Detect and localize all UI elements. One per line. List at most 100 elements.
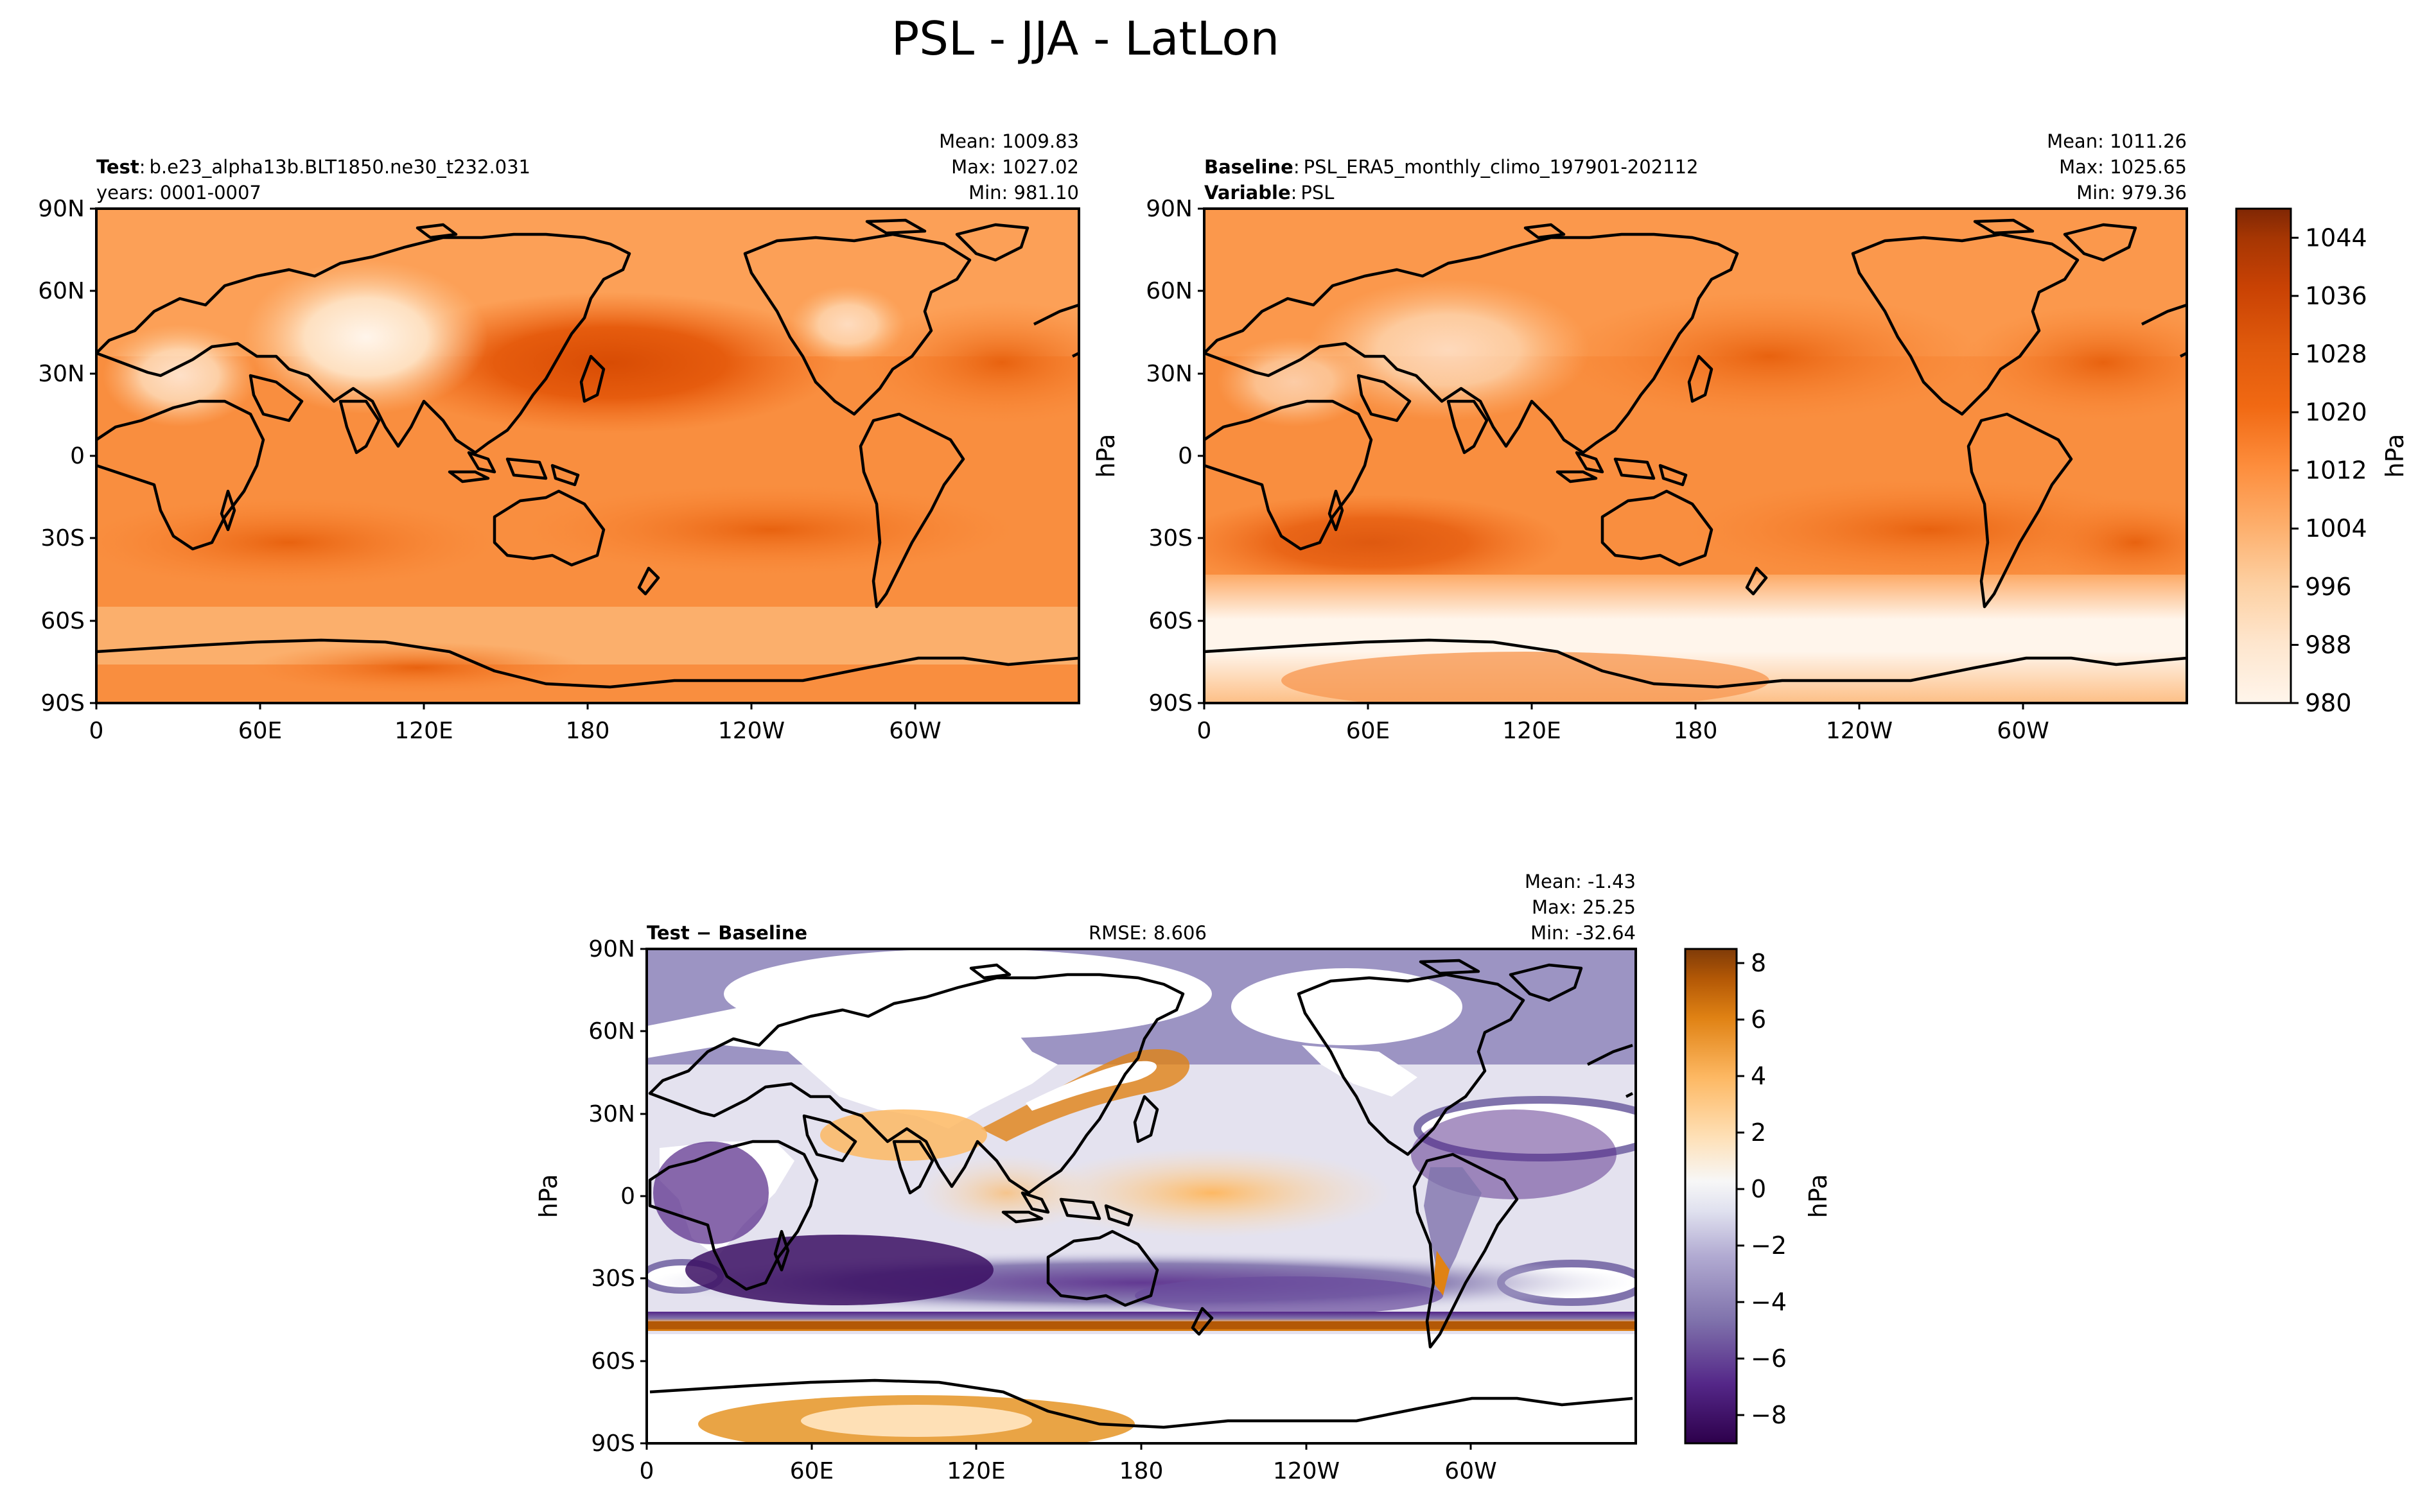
test-y-tick-label: 90S xyxy=(40,690,85,717)
baseline-case-label: Baseline: PSL_ERA5_monthly_climo_197901-2… xyxy=(1204,156,1699,178)
difference-map-field xyxy=(647,949,1636,1443)
baseline-y-tick-label: 60S xyxy=(1148,608,1193,634)
colorbar-tick-label: 1020 xyxy=(2305,398,2367,426)
test-mean-stat: Mean: 1009.83 xyxy=(939,130,1079,152)
baseline-max-stat: Max: 1025.65 xyxy=(2059,156,2187,178)
difference-x-tick-label: 60E xyxy=(790,1458,834,1484)
baseline-variable-bold: Variable xyxy=(1204,182,1291,204)
psl-colorbar-label: hPa xyxy=(2381,434,2409,478)
colorbar-tick-label: −6 xyxy=(1751,1344,1787,1373)
difference-y-axis: 90N 60N 30N 0 30S 60S 90S hPa xyxy=(534,936,647,1457)
test-north-pacific-high xyxy=(379,292,841,433)
test-x-axis: 0 60E 120E 180 120W 60W xyxy=(89,703,942,744)
colorbar-tick-label: 1036 xyxy=(2305,282,2367,310)
baseline-label-bold: Baseline xyxy=(1204,156,1293,178)
colorbar-tick-label: −2 xyxy=(1751,1231,1787,1260)
colorbar-tick-label: 2 xyxy=(1751,1118,1766,1147)
colorbar-tick-label: −4 xyxy=(1751,1288,1787,1316)
difference-label: Test − Baseline xyxy=(647,922,807,944)
colorbar-tick-label: −8 xyxy=(1751,1401,1787,1429)
baseline-x-tick-label: 120E xyxy=(1502,718,1561,744)
test-south-pacific-high xyxy=(527,485,1015,575)
test-label-value: b.e23_alpha13b.BLT1850.ne30_t232.031 xyxy=(150,156,531,178)
difference-colorbar-label: hPa xyxy=(1804,1174,1832,1219)
difference-x-axis: 0 60E 120E 180 120W 60W xyxy=(640,1443,1497,1484)
diff-tropical-pacific-positive xyxy=(1032,1148,1392,1238)
difference-colorbar: 8 6 4 2 0 −2 −4 −6 −8 hPa xyxy=(1684,948,1832,1445)
baseline-x-tick-label: 180 xyxy=(1674,718,1718,744)
difference-y-tick-label: 0 xyxy=(620,1183,635,1210)
colorbar-tick-label: 0 xyxy=(1751,1175,1766,1203)
difference-colorbar-ramp xyxy=(1684,948,1738,1445)
test-y-tick-label: 0 xyxy=(70,443,85,469)
difference-x-tick-label: 0 xyxy=(640,1458,654,1484)
test-panel: 90N 60N 30N 0 30S 60S 90S 0 60E 120E 180… xyxy=(38,130,1080,744)
baseline-label-value: PSL_ERA5_monthly_climo_197901-202112 xyxy=(1304,156,1699,178)
difference-y-tick-label: 60N xyxy=(588,1018,635,1045)
colorbar-tick-label: 980 xyxy=(2305,689,2352,717)
difference-x-tick-label: 120W xyxy=(1273,1458,1340,1484)
colorbar-tick-label: 1012 xyxy=(2305,456,2367,485)
difference-mean-stat: Mean: -1.43 xyxy=(1525,871,1636,892)
baseline-x-tick-label: 120W xyxy=(1826,718,1893,744)
difference-y-tick-label: 30N xyxy=(588,1101,635,1127)
baseline-y-axis: 90N 60N 30N 0 30S 60S 90S hPa xyxy=(1092,196,1204,717)
baseline-label-sep: : xyxy=(1293,156,1300,178)
baseline-variable-label: Variable: PSL xyxy=(1204,182,1334,204)
baseline-y-tick-label: 0 xyxy=(1178,443,1193,469)
test-label-bold: Test xyxy=(96,156,139,178)
baseline-y-tick-label: 30S xyxy=(1148,525,1193,552)
colorbar-tick-label: 6 xyxy=(1751,1005,1766,1034)
colorbar-tick-label: 4 xyxy=(1751,1062,1766,1090)
baseline-y-tick-label: 90N xyxy=(1146,196,1193,222)
baseline-north-pacific-high xyxy=(1557,292,1981,421)
test-y-tick-label: 90N xyxy=(38,196,85,222)
difference-y-tick-label: 90S xyxy=(591,1430,635,1457)
colorbar-tick-label: 988 xyxy=(2305,630,2352,659)
test-x-tick-label: 60E xyxy=(238,718,283,744)
colorbar-tick-label: 1004 xyxy=(2305,514,2367,543)
baseline-x-tick-label: 60W xyxy=(1997,718,2049,744)
difference-rmse: RMSE: 8.606 xyxy=(1089,922,1207,944)
test-years-label: years: 0001-0007 xyxy=(96,182,261,204)
difference-panel: 90N 60N 30N 0 30S 60S 90S hPa 0 60E 120E… xyxy=(534,871,1637,1484)
test-min-stat: Min: 981.10 xyxy=(968,182,1079,204)
baseline-x-axis: 0 60E 120E 180 120W 60W xyxy=(1197,703,2049,744)
difference-x-tick-label: 180 xyxy=(1119,1458,1164,1484)
baseline-y-tick-label: 60N xyxy=(1146,278,1193,304)
psl-colorbar: 1044 1036 1028 1020 1012 1004 996 988 980 hPa xyxy=(2235,207,2409,717)
baseline-y-tick-label: 90S xyxy=(1148,690,1193,717)
difference-max-stat: Max: 25.25 xyxy=(1532,896,1636,918)
baseline-variable-value: PSL xyxy=(1301,182,1334,204)
test-asian-low xyxy=(244,260,488,414)
difference-x-tick-label: 120E xyxy=(947,1458,1005,1484)
test-label-sep: : xyxy=(139,156,146,178)
difference-x-tick-label: 60W xyxy=(1444,1458,1496,1484)
test-x-tick-label: 120W xyxy=(718,718,785,744)
figure-title: PSL - JJA - LatLon xyxy=(891,12,1279,65)
baseline-units-label: hPa xyxy=(1092,434,1120,478)
difference-y-tick-label: 60S xyxy=(591,1348,635,1375)
psl-colorbar-ramp xyxy=(2235,207,2292,704)
baseline-north-atlantic-high xyxy=(1962,305,2187,421)
test-south-indian-high xyxy=(96,498,495,587)
colorbar-tick-label: 996 xyxy=(2305,573,2352,601)
colorbar-tick-label: 1044 xyxy=(2305,223,2367,252)
colorbar-tick-label: 1028 xyxy=(2305,340,2367,368)
baseline-panel: 90N 60N 30N 0 30S 60S 90S hPa 0 60E 120E… xyxy=(1092,130,2188,744)
baseline-x-tick-label: 60E xyxy=(1346,718,1390,744)
test-x-tick-label: 120E xyxy=(394,718,453,744)
test-y-tick-label: 30S xyxy=(40,525,85,552)
test-max-stat: Max: 1027.02 xyxy=(951,156,1079,178)
difference-y-tick-label: 30S xyxy=(591,1265,635,1292)
baseline-variable-sep: : xyxy=(1291,182,1297,204)
test-y-tick-label: 60S xyxy=(40,608,85,634)
test-x-tick-label: 60W xyxy=(889,718,941,744)
baseline-y-tick-label: 30N xyxy=(1146,361,1193,387)
test-y-tick-label: 60N xyxy=(38,278,85,304)
baseline-mean-stat: Mean: 1011.26 xyxy=(2047,130,2187,152)
test-map-field xyxy=(96,209,1079,703)
test-y-tick-label: 30N xyxy=(38,361,85,387)
test-y-axis: 90N 60N 30N 0 30S 60S 90S xyxy=(38,196,96,717)
test-x-tick-label: 180 xyxy=(566,718,610,744)
